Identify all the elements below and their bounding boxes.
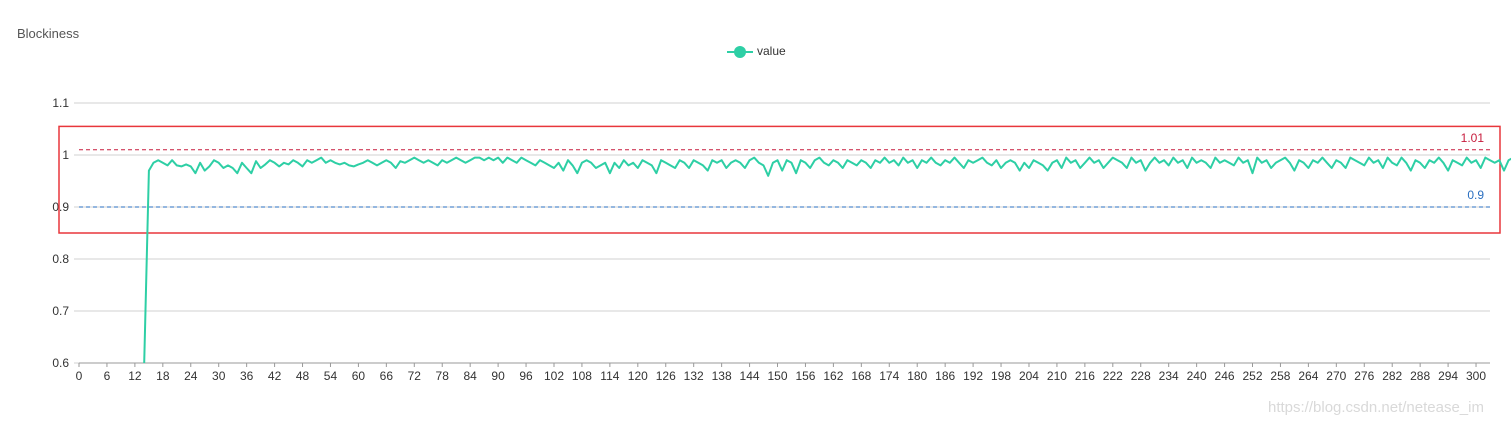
x-tick-label: 186	[935, 369, 955, 383]
x-tick-label: 18	[156, 369, 170, 383]
x-tick-label: 174	[879, 369, 899, 383]
x-tick-label: 156	[795, 369, 815, 383]
legend[interactable]: value	[727, 44, 786, 58]
y-tick-label: 1	[62, 148, 69, 162]
y-tick-label: 0.9	[52, 200, 69, 214]
x-tick-label: 24	[184, 369, 198, 383]
x-tick-label: 228	[1131, 369, 1151, 383]
legend-swatch-icon	[727, 44, 753, 58]
x-tick-label: 258	[1270, 369, 1290, 383]
x-tick-label: 78	[436, 369, 450, 383]
reference-line-label: 1.01	[1461, 131, 1485, 145]
x-tick-label: 12	[128, 369, 142, 383]
x-tick-label: 120	[628, 369, 648, 383]
x-tick-label: 240	[1187, 369, 1207, 383]
x-tick-label: 0	[76, 369, 83, 383]
x-tick-label: 96	[519, 369, 533, 383]
x-tick-label: 102	[544, 369, 564, 383]
x-tick-label: 198	[991, 369, 1011, 383]
x-tick-label: 216	[1075, 369, 1095, 383]
y-tick-label: 0.7	[52, 304, 69, 318]
x-tick-label: 150	[767, 369, 787, 383]
y-tick-label: 0.6	[52, 356, 69, 370]
x-tick-label: 282	[1382, 369, 1402, 383]
x-tick-label: 288	[1410, 369, 1430, 383]
x-tick-label: 264	[1298, 369, 1318, 383]
x-tick-label: 144	[740, 369, 760, 383]
series-line-value	[143, 156, 1511, 364]
x-tick-label: 66	[380, 369, 394, 383]
x-tick-label: 60	[352, 369, 366, 383]
x-tick-label: 132	[684, 369, 704, 383]
x-tick-label: 90	[491, 369, 505, 383]
x-tick-label: 30	[212, 369, 226, 383]
x-tick-label: 234	[1159, 369, 1179, 383]
chart-title: Blockiness	[17, 26, 80, 41]
x-tick-label: 72	[408, 369, 422, 383]
y-tick-label: 0.8	[52, 252, 69, 266]
x-tick-label: 48	[296, 369, 310, 383]
x-tick-label: 252	[1242, 369, 1262, 383]
legend-label: value	[757, 44, 786, 58]
x-tick-label: 42	[268, 369, 282, 383]
reference-line-label: 0.9	[1467, 188, 1484, 202]
x-tick-label: 6	[104, 369, 111, 383]
x-tick-label: 210	[1047, 369, 1067, 383]
x-tick-label: 300	[1466, 369, 1486, 383]
x-tick-label: 180	[907, 369, 927, 383]
x-tick-label: 246	[1215, 369, 1235, 383]
x-tick-label: 138	[712, 369, 732, 383]
x-tick-label: 36	[240, 369, 254, 383]
x-tick-label: 294	[1438, 369, 1458, 383]
x-tick-label: 192	[963, 369, 983, 383]
x-tick-label: 204	[1019, 369, 1039, 383]
x-tick-label: 54	[324, 369, 338, 383]
x-tick-label: 162	[823, 369, 843, 383]
x-tick-label: 126	[656, 369, 676, 383]
x-tick-label: 222	[1103, 369, 1123, 383]
watermark: https://blog.csdn.net/netease_im	[1268, 399, 1484, 416]
x-tick-label: 270	[1326, 369, 1346, 383]
x-tick-label: 168	[851, 369, 871, 383]
y-tick-label: 1.1	[52, 96, 69, 110]
x-tick-label: 114	[600, 369, 619, 383]
x-tick-label: 84	[463, 369, 477, 383]
x-tick-label: 276	[1354, 369, 1374, 383]
highlight-box	[58, 125, 1501, 234]
x-tick-label: 108	[572, 369, 592, 383]
